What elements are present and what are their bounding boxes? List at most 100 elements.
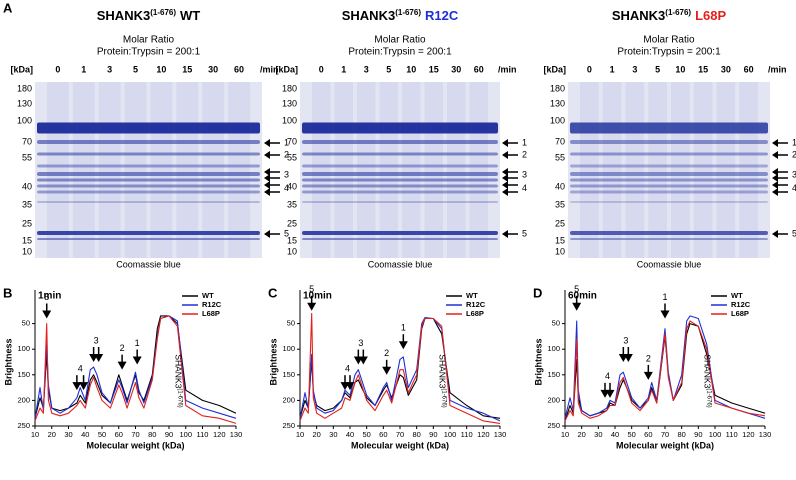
band [37, 201, 260, 203]
band [302, 122, 498, 134]
mw-marker: 35 [287, 199, 297, 209]
band [570, 164, 768, 168]
mw-marker: 25 [287, 218, 297, 228]
ratio: Protein:Trypsin = 200:1 [97, 47, 201, 58]
band-label: 1 [522, 137, 527, 147]
band [37, 184, 260, 188]
band [302, 152, 498, 156]
construct: (1-676) [706, 388, 712, 407]
y-tick-label: 150 [547, 370, 560, 379]
band [570, 140, 768, 144]
x-tick-label: 60 [644, 430, 652, 439]
mw-unit: [kDa] [10, 64, 33, 74]
x-tick-label: 70 [661, 430, 669, 439]
band [37, 231, 260, 235]
band-arrowhead [772, 139, 778, 147]
mw-marker: 100 [17, 115, 32, 125]
mw-marker: 25 [555, 218, 565, 228]
mw-marker: 15 [555, 235, 565, 245]
x-tick-label: 10 [31, 430, 39, 439]
mw-marker: 40 [287, 181, 297, 191]
x-tick-label: 70 [396, 430, 404, 439]
band [570, 231, 768, 235]
time-unit: /min [498, 64, 517, 74]
y-tick-label: 50 [287, 319, 295, 328]
protein-name: SHANK3 [702, 354, 712, 388]
band [302, 178, 498, 182]
x-tick-label: 20 [48, 430, 56, 439]
band [570, 122, 768, 134]
x-tick-label: 60 [379, 430, 387, 439]
y-tick-label: 100 [17, 344, 30, 353]
x-tick-label: 30 [329, 430, 337, 439]
band [302, 140, 498, 144]
x-tick-label: 90 [165, 430, 173, 439]
time-label: 0 [587, 64, 592, 74]
band-arrowhead [502, 139, 508, 147]
mw-marker: 130 [550, 98, 565, 108]
peak-label: 1 [135, 338, 140, 348]
annotation: 60min [568, 291, 597, 302]
mw-marker: 130 [17, 98, 32, 108]
y-tick-label: 150 [17, 370, 30, 379]
ratio-title: Molar Ratio [643, 35, 695, 46]
y-axis-label: Brightness [533, 338, 543, 385]
gel [300, 82, 500, 258]
band-label: 1 [284, 137, 289, 147]
band [570, 152, 768, 156]
band [37, 152, 260, 156]
legend-label: R12C [731, 300, 751, 309]
annotation: 1min [38, 291, 61, 302]
x-tick-label: 130 [494, 430, 507, 439]
mw-unit: [kDa] [543, 64, 566, 74]
y-tick-label: 50 [552, 319, 560, 328]
peak-arrowhead [72, 382, 82, 391]
stain-label: Coomassie blue [637, 259, 702, 269]
time-label: 15 [429, 64, 439, 74]
time-label: 0 [319, 64, 324, 74]
peak-arrowhead [623, 354, 633, 362]
mw-marker: 55 [287, 152, 297, 162]
time-label: 1 [610, 64, 615, 74]
band-label: 2 [792, 149, 796, 159]
x-tick-label: 110 [461, 430, 473, 439]
ratio-title: Molar Ratio [374, 35, 426, 46]
band-arrowhead [772, 188, 778, 196]
y-tick-label: 250 [282, 421, 295, 430]
x-tick-label: 30 [64, 430, 72, 439]
x-tick-label: 90 [429, 430, 437, 439]
x-tick-label: 50 [362, 430, 370, 439]
y-tick-label: 200 [282, 395, 295, 404]
peak-label: 2 [120, 343, 125, 353]
band [37, 140, 260, 144]
legend-label: L68P [466, 309, 484, 318]
band-label: 3 [522, 169, 527, 179]
band-arrowhead [502, 181, 508, 189]
peak-arrowhead [79, 382, 89, 391]
time-unit: /min [260, 64, 279, 74]
protein-label: SHANK3(1-676) [437, 354, 447, 407]
y-axis-label: Brightness [268, 338, 278, 385]
mw-marker: 70 [555, 136, 565, 146]
band-arrowhead [264, 174, 270, 182]
peak-label: 2 [384, 348, 389, 358]
series-line [564, 315, 766, 419]
construct: (1-676) [665, 8, 691, 17]
x-tick-label: 100 [709, 430, 722, 439]
legend-label: R12C [466, 300, 486, 309]
protein-label: SHANK3(1-676) [173, 354, 183, 407]
mw-marker: 180 [550, 83, 565, 93]
peak-arrowhead [398, 341, 408, 350]
time-label: 10 [406, 64, 416, 74]
series-line [34, 315, 237, 419]
peak-arrowhead [345, 382, 355, 391]
x-tick-label: 40 [346, 430, 354, 439]
x-tick-label: 100 [179, 430, 192, 439]
x-tick-label: 100 [444, 430, 457, 439]
peak-arrowhead [660, 310, 670, 319]
time-label: 60 [474, 64, 484, 74]
peak-arrowhead [132, 356, 142, 365]
peak-label: 2 [646, 353, 651, 363]
y-tick-label: 150 [282, 370, 295, 379]
peak-label: 3 [623, 335, 628, 345]
